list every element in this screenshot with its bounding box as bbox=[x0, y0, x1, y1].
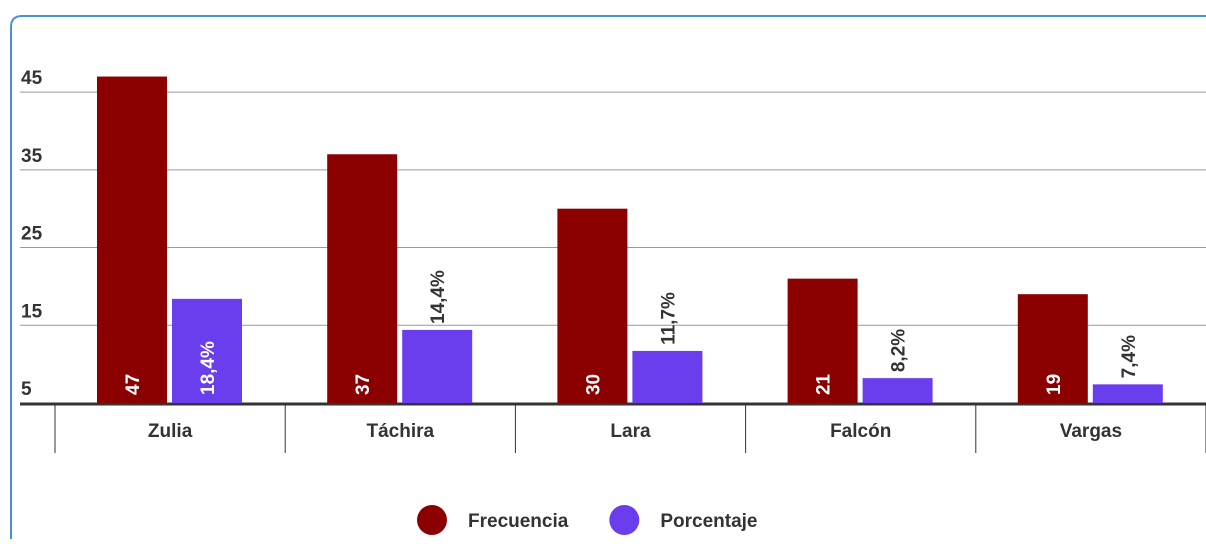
bar bbox=[787, 278, 858, 403]
data-label: 11,7% bbox=[658, 292, 679, 345]
y-tick-label: 35 bbox=[21, 146, 43, 167]
bar bbox=[97, 76, 167, 403]
bar bbox=[402, 329, 473, 403]
data-label: 47 bbox=[123, 374, 144, 395]
y-tick-label: 25 bbox=[21, 224, 43, 245]
y-tick-label: 45 bbox=[21, 68, 43, 89]
data-label: 7,4% bbox=[1119, 335, 1140, 378]
x-tick-label: Vargas bbox=[1060, 421, 1122, 442]
bar bbox=[172, 298, 242, 403]
legend-swatch bbox=[609, 505, 640, 535]
bar bbox=[632, 350, 703, 403]
x-tick-label: Lara bbox=[610, 421, 651, 442]
x-tick-label: Táchira bbox=[367, 421, 435, 442]
x-tick-label: Zulia bbox=[148, 421, 193, 442]
data-label: 19 bbox=[1044, 374, 1065, 395]
bar bbox=[557, 208, 628, 403]
data-label: 21 bbox=[814, 373, 835, 395]
data-label: 14,4% bbox=[428, 270, 449, 324]
frame bbox=[10, 15, 1206, 539]
legend-label: Porcentaje bbox=[660, 511, 757, 532]
bar bbox=[1092, 384, 1163, 403]
y-tick-label: 15 bbox=[21, 301, 43, 322]
data-label: 37 bbox=[353, 374, 374, 395]
bar bbox=[1017, 294, 1088, 403]
x-tick-label: Falcón bbox=[830, 421, 891, 442]
legend-label: Frecuencia bbox=[468, 511, 569, 532]
bar bbox=[327, 154, 398, 403]
data-label: 18,4% bbox=[198, 341, 219, 395]
y-tick-label: 5 bbox=[21, 379, 32, 400]
legend-swatch bbox=[417, 505, 447, 535]
bar bbox=[862, 378, 933, 403]
data-label: 30 bbox=[583, 374, 604, 395]
data-label: 8,2% bbox=[889, 329, 910, 372]
